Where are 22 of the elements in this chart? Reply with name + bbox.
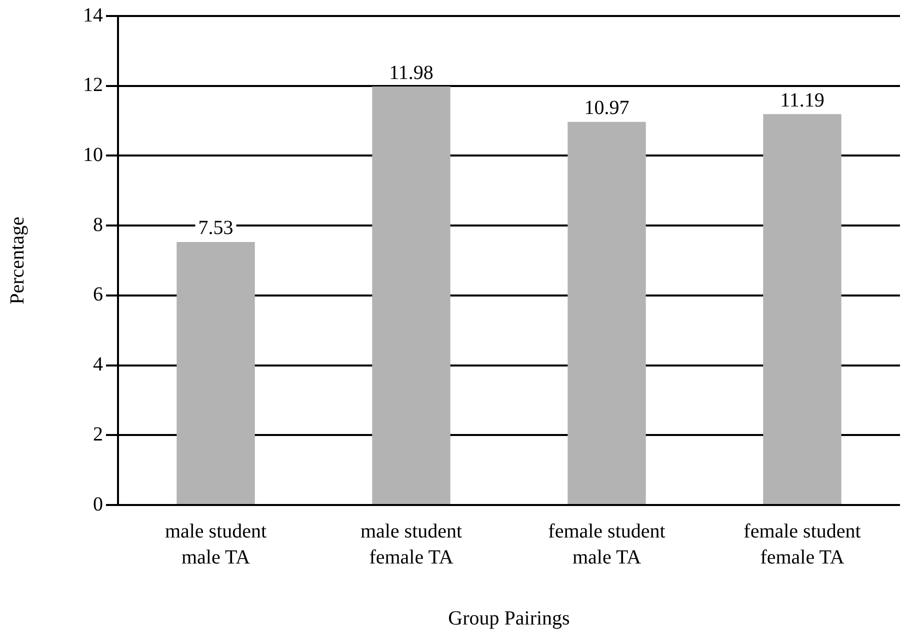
x-tick-label: male student female TA — [360, 520, 463, 568]
y-tick-label: 4 — [93, 354, 103, 376]
bar — [568, 122, 646, 504]
x-tick-label: female student male TA — [548, 520, 666, 568]
bar — [176, 242, 255, 504]
y-tick-label: 0 — [93, 493, 103, 516]
y-tick-label: 8 — [93, 214, 103, 236]
x-tick-label: female student female TA — [744, 520, 862, 568]
data-label: 10.97 — [584, 97, 630, 120]
y-tick-label: 12 — [83, 74, 103, 96]
bar — [763, 114, 842, 504]
bar — [372, 86, 450, 504]
x-axis-title: Group Pairings — [448, 607, 570, 630]
data-label: 11.19 — [780, 89, 824, 112]
y-tick-label: 14 — [83, 4, 103, 26]
data-label: 11.98 — [389, 62, 434, 84]
y-tick-label: 10 — [83, 144, 103, 166]
x-tick-label: male student male TA — [164, 520, 268, 568]
data-label: 7.53 — [198, 217, 234, 240]
y-tick-label: 6 — [93, 284, 103, 306]
y-axis-title: Percentage — [6, 216, 28, 304]
y-tick-label: 2 — [93, 423, 103, 446]
